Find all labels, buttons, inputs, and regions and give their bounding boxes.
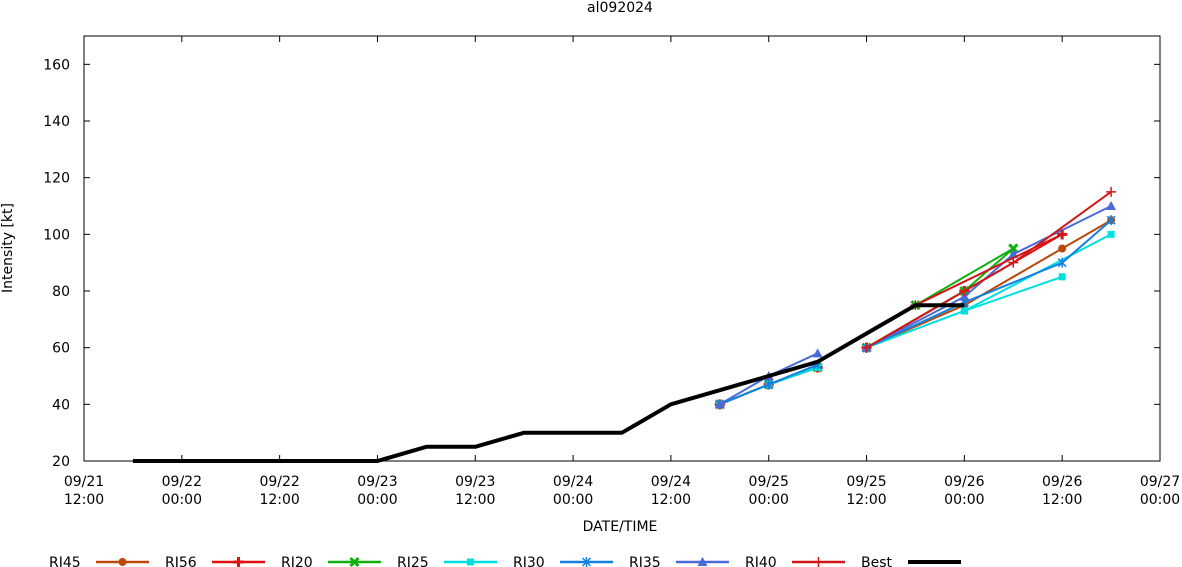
legend-marker	[467, 558, 474, 566]
series-ri40	[861, 186, 1117, 353]
legend-label: RI40	[745, 555, 777, 567]
legend-item-ri45: RI45	[49, 555, 149, 567]
x-tick-label-date: 09/24	[651, 474, 691, 490]
y-tick-label: 60	[52, 341, 70, 357]
series-line	[132, 303, 965, 463]
x-tick-label-date: 09/27	[1140, 474, 1180, 490]
legend-item-ri35: RI35	[629, 555, 729, 567]
x-tick-label-date: 09/24	[553, 474, 593, 490]
x-tick-label-time: 12:00	[651, 492, 691, 508]
x-tick-label-time: 00:00	[357, 492, 397, 508]
y-tick-label: 20	[52, 454, 70, 470]
legend-label: Best	[861, 555, 893, 567]
y-tick-label: 40	[52, 397, 70, 413]
series-ri45	[715, 216, 1116, 409]
y-tick-label: 80	[52, 284, 70, 300]
x-tick-label-time: 12:00	[64, 492, 104, 508]
legend-item-ri25: RI25	[397, 555, 497, 567]
data-point	[861, 342, 872, 353]
data-point	[1008, 257, 1019, 268]
x-tick-label-time: 12:00	[455, 492, 495, 508]
data-point	[1057, 229, 1068, 240]
x-axis-label: DATE/TIME	[583, 519, 658, 535]
legend-item-best: Best	[861, 555, 961, 567]
data-point	[959, 291, 970, 301]
x-tick-label-time: 00:00	[162, 492, 202, 508]
legend-label: RI35	[629, 555, 661, 567]
legend-marker	[581, 557, 592, 567]
data-point	[714, 399, 725, 409]
series-ri20	[714, 243, 1019, 410]
legend-marker	[697, 557, 708, 566]
series-line	[865, 247, 1014, 349]
series-line	[866, 219, 1112, 349]
x-tick-label-date: 09/23	[357, 474, 397, 490]
legend-marker	[813, 557, 824, 567]
data-point	[1008, 243, 1019, 254]
y-axis: 20 40 60 80 100 120 140 160	[43, 57, 1160, 470]
y-tick-label: 160	[43, 57, 70, 73]
x-tick-label-time: 12:00	[1042, 492, 1082, 508]
x-tick-label-date: 09/21	[64, 474, 104, 490]
series-line	[914, 247, 1014, 307]
x-tick-label-date: 09/22	[162, 474, 202, 490]
x-tick-label-time: 12:00	[259, 492, 299, 508]
legend-marker	[118, 558, 127, 566]
data-point	[812, 348, 823, 358]
legend-label: RI45	[49, 555, 81, 567]
legend-marker	[349, 556, 360, 567]
plot-series	[132, 186, 1117, 463]
series-line	[865, 190, 1112, 349]
chart-title: al092024	[587, 0, 653, 16]
legend-label: RI56	[165, 555, 197, 567]
x-tick-label-time: 00:00	[553, 492, 593, 508]
data-point	[1106, 201, 1117, 210]
x-tick-label-time: 12:00	[846, 492, 886, 508]
x-axis: 09/21 12:00 09/22 00:00 09/22 12:00 09/23 00:00…	[64, 36, 1180, 508]
legend-marker	[233, 557, 244, 567]
series-best	[132, 303, 965, 463]
x-tick-label-time: 00:00	[749, 492, 789, 508]
y-tick-label: 140	[43, 114, 70, 130]
x-tick-label-date: 09/23	[455, 474, 495, 490]
x-tick-label-date: 09/22	[259, 474, 299, 490]
legend-label: RI20	[281, 555, 313, 567]
x-tick-label-time: 00:00	[944, 492, 984, 508]
x-tick-label-date: 09/26	[1042, 474, 1082, 490]
data-point	[1106, 186, 1117, 197]
legend-item-ri20: RI20	[281, 555, 381, 567]
y-tick-label: 100	[43, 227, 70, 243]
series-line	[866, 219, 1112, 349]
series-ri30	[715, 215, 1116, 410]
data-point	[1058, 244, 1067, 253]
x-tick-label-time: 00:00	[1140, 492, 1180, 508]
x-tick-label-date: 09/25	[846, 474, 886, 490]
legend-label: RI30	[513, 555, 545, 567]
data-point	[1106, 215, 1116, 226]
data-point	[764, 379, 774, 390]
x-tick-label-date: 09/26	[944, 474, 984, 490]
legend-label: RI25	[397, 555, 429, 567]
data-point	[960, 307, 968, 315]
legend: RI45 RI56 RI20 RI25 RI30 RI35 RI40 Best	[49, 555, 961, 567]
data-point	[959, 286, 970, 296]
series-line	[915, 233, 1063, 307]
y-axis-label: Intensity [kt]	[0, 203, 16, 293]
data-point	[1107, 230, 1115, 238]
x-tick-label-date: 09/25	[749, 474, 789, 490]
data-point	[1057, 257, 1067, 268]
legend-item-ri56: RI56	[165, 555, 265, 567]
y-tick-label: 120	[43, 171, 70, 187]
plot-frame	[83, 35, 1161, 462]
data-point	[1058, 273, 1066, 281]
legend-item-ri30: RI30	[513, 555, 613, 567]
legend-item-ri40: RI40	[745, 555, 845, 567]
